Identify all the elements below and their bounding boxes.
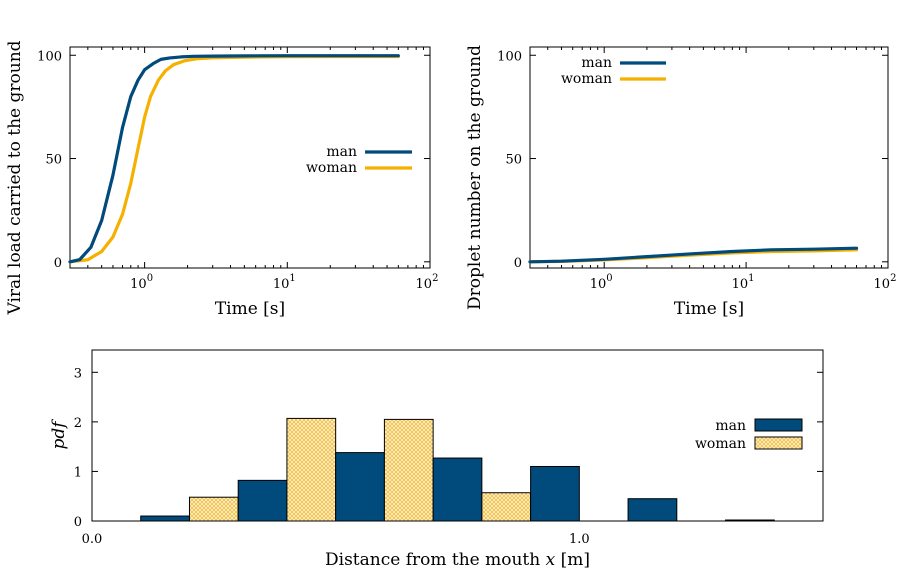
bar-man <box>432 457 483 522</box>
bar-man <box>140 515 190 522</box>
bar-man <box>627 498 678 522</box>
bar-man <box>237 479 288 522</box>
legend-label-man: man <box>326 144 357 160</box>
legend-label-man: man <box>715 418 746 434</box>
x-tick-exponent: 0 <box>147 273 153 284</box>
y-tick-label: 1 <box>74 465 82 480</box>
y-tick-label: 0 <box>514 256 522 271</box>
x-tick-base: 10 <box>130 277 147 292</box>
panel-c: 0 1 2 3 0.0 1.0 Distance from the mouth x [m] p… <box>49 349 824 570</box>
x-tick-label: 100 <box>130 273 153 292</box>
bar-woman <box>188 496 239 522</box>
x-tick-base: 10 <box>273 277 290 292</box>
plot-frame <box>529 46 889 269</box>
x-axis-title: Time [s] <box>215 299 285 319</box>
y-tick-label: 3 <box>74 366 82 381</box>
legend-swatch-woman <box>754 436 803 450</box>
plot-frame <box>69 46 431 269</box>
x-tick-base: 10 <box>590 277 607 292</box>
y-axis-title: pdf <box>49 419 69 450</box>
y-tick-label: 0 <box>54 256 62 271</box>
legend-label-woman: woman <box>695 436 746 452</box>
legend-swatch-man <box>754 418 803 432</box>
legend-label-woman: woman <box>561 71 612 87</box>
x-tick-label: 102 <box>416 273 439 292</box>
x-tick-base: 10 <box>416 277 433 292</box>
x-tick-exponent: 2 <box>890 273 896 284</box>
x-tick-label: 0.0 <box>82 532 103 547</box>
x-tick-label: 1.0 <box>569 532 590 547</box>
y-tick-label: 2 <box>74 416 82 431</box>
bar-man <box>335 452 385 522</box>
x-tick-exponent: 0 <box>606 273 612 284</box>
x-tick-base: 10 <box>732 277 749 292</box>
x-axis-title-var: x <box>546 550 556 570</box>
x-axis-title-text: Distance from the mouth <box>325 550 540 570</box>
y-tick-label: 50 <box>45 153 62 168</box>
x-tick-label: 101 <box>732 273 755 292</box>
x-tick-exponent: 2 <box>432 273 438 284</box>
series-line-man <box>528 246 859 264</box>
legend-label-man: man <box>581 55 612 71</box>
y-axis-title: Viral load carried to the ground <box>5 40 25 315</box>
x-tick-label: 101 <box>273 273 296 292</box>
legend-label-woman: woman <box>306 160 357 176</box>
x-tick-label: 100 <box>590 273 613 292</box>
x-axis-title: Time [s] <box>674 299 744 319</box>
bar-woman <box>383 418 434 522</box>
y-tick-label: 100 <box>497 49 522 64</box>
x-tick-base: 10 <box>874 277 891 292</box>
x-axis-title: Distance from the mouth x [m] <box>325 550 590 570</box>
bar-man <box>530 465 580 522</box>
bar-woman <box>286 417 337 522</box>
x-tick-exponent: 1 <box>748 273 754 284</box>
y-tick-label: 0 <box>74 515 82 530</box>
x-tick-exponent: 1 <box>289 273 295 284</box>
y-tick-label: 100 <box>37 49 62 64</box>
y-axis-title: Droplet number on the ground <box>465 45 485 310</box>
x-tick-label: 102 <box>874 273 897 292</box>
x-axis-title-unit: [m] <box>561 550 590 570</box>
series-line-man <box>68 54 400 264</box>
plot-frame <box>91 349 824 522</box>
y-tick-label: 50 <box>505 153 522 168</box>
bar-woman <box>481 492 532 522</box>
